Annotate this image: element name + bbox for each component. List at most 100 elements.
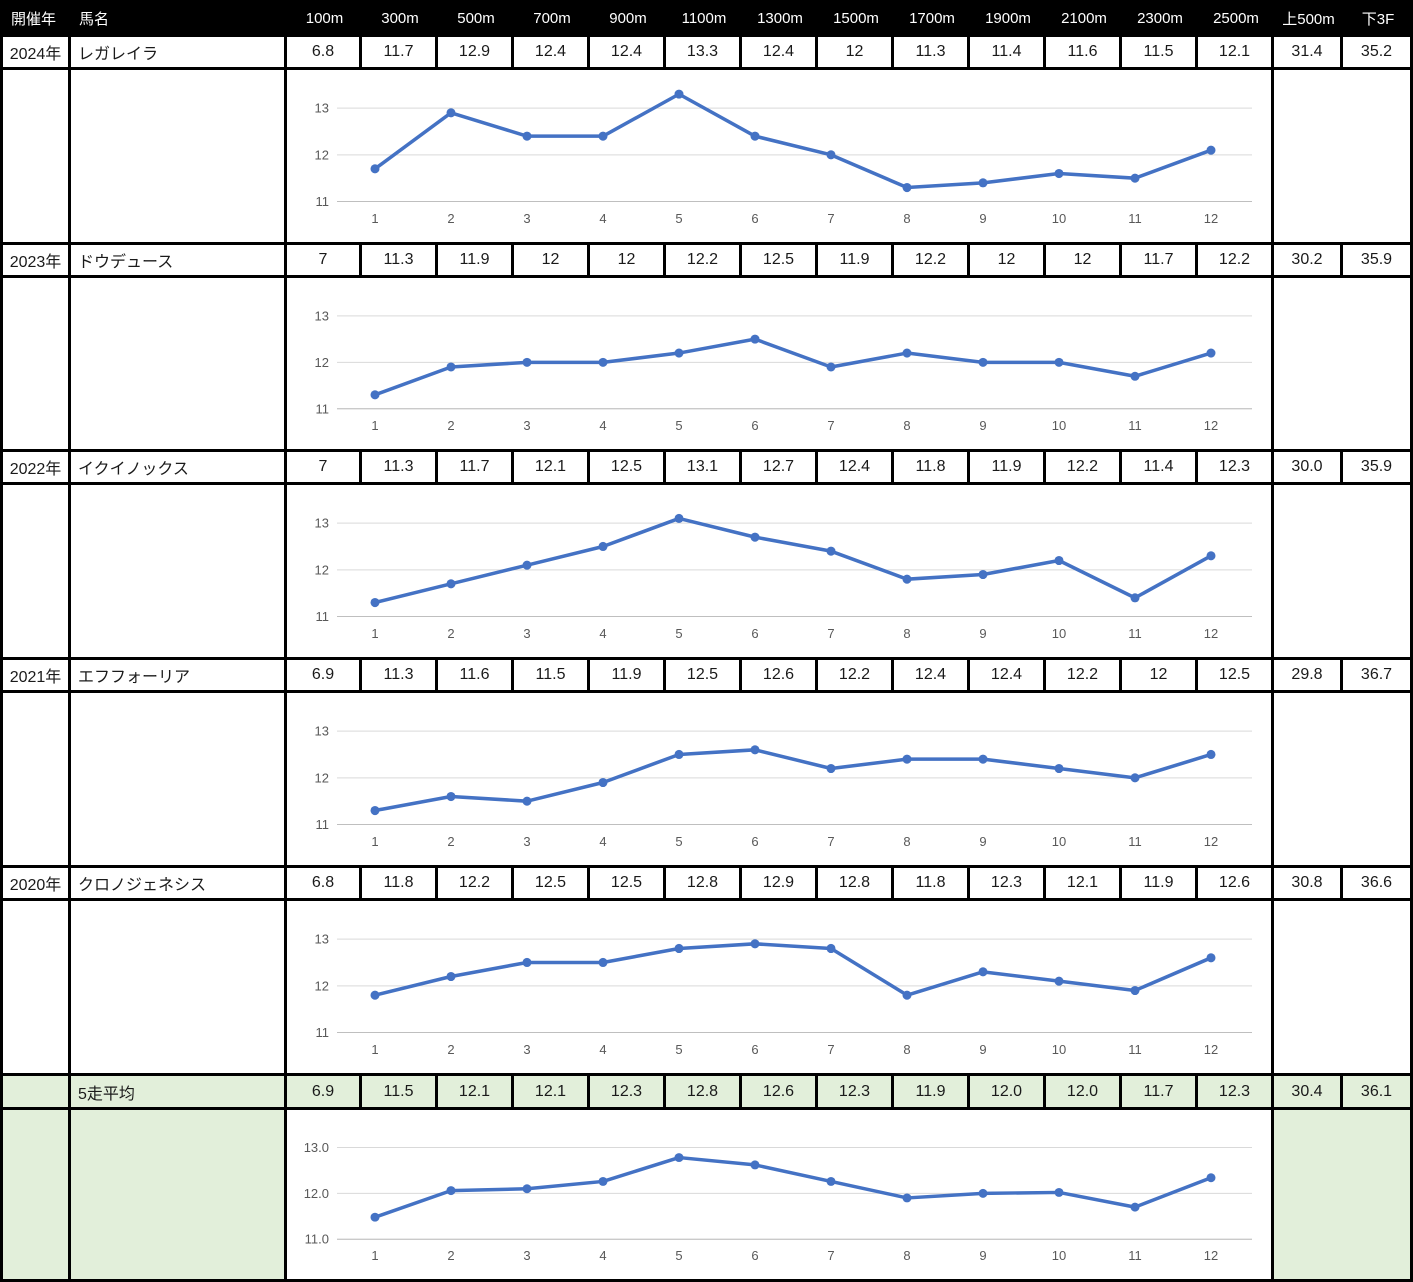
table-row-2020: 2020年 クロノジェネシス 6.8 11.8 12.2 12.5 12.5 12.8 12.9… — [3, 868, 1413, 901]
svg-text:5: 5 — [675, 211, 682, 226]
header-cell-16: 下3F — [1361, 11, 1395, 28]
lap-chart-cell: 11 12 13 1 2 3 4 5 6 7 8 9 10 11 12 — [287, 70, 1274, 245]
svg-text:12: 12 — [1204, 834, 1218, 849]
svg-text:10: 10 — [1052, 211, 1066, 226]
svg-text:12: 12 — [1204, 626, 1218, 641]
lap-cell: 12.2 — [438, 868, 514, 901]
svg-text:12: 12 — [1204, 1248, 1218, 1263]
chart-row-2023: 11 12 13 1 2 3 4 5 6 7 8 9 10 11 12 — [3, 278, 1413, 452]
svg-text:6: 6 — [751, 418, 758, 433]
svg-text:11: 11 — [1128, 1248, 1141, 1263]
lap-cell: 13.1 — [666, 452, 742, 485]
lap-cell: 12.4 — [514, 37, 590, 70]
horse-name-cell: クロノジェネシス — [71, 868, 287, 901]
svg-text:9: 9 — [979, 418, 986, 433]
svg-text:7: 7 — [827, 211, 834, 226]
svg-text:2: 2 — [447, 1042, 454, 1057]
lap-chart-cell: 11.0 12.0 13.0 1 2 3 4 5 6 7 8 9 10 11 12 — [287, 1110, 1274, 1282]
lap-cell: 12.5 — [1198, 660, 1274, 693]
svg-text:6: 6 — [751, 1248, 758, 1263]
lap-cell: 11.3 — [362, 245, 438, 278]
table-row-2024: 2024年 レガレイラ 6.8 11.7 12.9 12.4 12.4 13.3 12.4 12 1… — [3, 37, 1413, 70]
lap-cell: 29.8 — [1274, 660, 1343, 693]
empty-horse-cell — [71, 485, 287, 660]
lap-cell: 7 — [287, 245, 362, 278]
lap-cell: 11.7 — [1122, 245, 1198, 278]
svg-text:10: 10 — [1052, 1248, 1066, 1263]
svg-text:8: 8 — [903, 211, 910, 226]
lap-cell: 11.5 — [514, 660, 590, 693]
svg-text:3: 3 — [523, 1042, 530, 1057]
svg-text:8: 8 — [903, 1042, 910, 1057]
lap-cell: 12.1 — [1046, 868, 1122, 901]
header-cell-2: 100m — [305, 10, 344, 27]
year-cell: 2022年 — [3, 452, 71, 485]
svg-text:9: 9 — [979, 1042, 986, 1057]
table-row-2021: 2021年 エフフォーリア 6.9 11.3 11.6 11.5 11.9 12.5 12.6 1… — [3, 660, 1413, 693]
svg-text:12.0: 12.0 — [304, 1186, 329, 1201]
lap-cell: 11.9 — [970, 452, 1046, 485]
svg-text:13.0: 13.0 — [304, 1140, 329, 1155]
lap-cell: 11.8 — [894, 868, 970, 901]
empty-right-cell — [1274, 485, 1413, 660]
svg-text:11: 11 — [1128, 1042, 1141, 1057]
lap-cell: 11.4 — [1122, 452, 1198, 485]
lap-cell: 7 — [287, 452, 362, 485]
svg-text:11: 11 — [316, 1025, 329, 1040]
lap-cell: 11.6 — [1046, 37, 1122, 70]
empty-horse-cell — [71, 693, 287, 868]
header-cell-15: 上500m — [1282, 11, 1335, 28]
header-cell-5: 700m — [533, 10, 571, 27]
svg-text:10: 10 — [1052, 834, 1066, 849]
lap-cell: 36.6 — [1343, 868, 1413, 901]
header-cell-3: 300m — [381, 10, 419, 27]
empty-horse-cell — [71, 901, 287, 1076]
lap-chart-cell: 11 12 13 1 2 3 4 5 6 7 8 9 10 11 12 — [287, 485, 1274, 660]
header-cell-6: 900m — [609, 10, 647, 27]
header-cell-7: 1100m — [681, 10, 727, 27]
lap-cell: 6.8 — [287, 868, 362, 901]
lap-cell: 11.9 — [1122, 868, 1198, 901]
svg-text:5: 5 — [675, 834, 682, 849]
svg-text:8: 8 — [903, 626, 910, 641]
empty-year-cell — [3, 485, 71, 660]
empty-horse-cell — [71, 70, 287, 245]
lap-cell: 12.1 — [1198, 37, 1274, 70]
lap-cell: 12.2 — [1046, 660, 1122, 693]
lap-cell: 12.4 — [818, 452, 894, 485]
svg-text:3: 3 — [523, 1248, 530, 1263]
lap-cell: 12.2 — [1198, 245, 1274, 278]
svg-text:1: 1 — [371, 626, 378, 641]
header-cell-11: 1900m — [985, 10, 1031, 27]
lap-cell: 12.2 — [818, 660, 894, 693]
lap-cell: 12.5 — [590, 868, 666, 901]
svg-text:3: 3 — [523, 834, 530, 849]
table-row-2023: 2023年 ドウデュース 7 11.3 11.9 12 12 12.2 12.5 11.9 12.2… — [3, 245, 1413, 278]
svg-text:12: 12 — [315, 978, 329, 993]
empty-right-cell — [1274, 693, 1413, 868]
svg-text:1: 1 — [371, 1248, 378, 1263]
svg-text:2: 2 — [447, 211, 454, 226]
lap-cell: 12 — [1122, 660, 1198, 693]
chart-row-2020: 11 12 13 1 2 3 4 5 6 7 8 9 10 11 12 — [3, 901, 1413, 1076]
svg-text:11: 11 — [316, 194, 329, 209]
lap-cell: 12.1 — [438, 1076, 514, 1110]
svg-text:13: 13 — [315, 308, 329, 323]
table-row-2022: 2022年 イクイノックス 7 11.3 11.7 12.1 12.5 13.1 12.7 12.… — [3, 452, 1413, 485]
chart-row-average: 11.0 12.0 13.0 1 2 3 4 5 6 7 8 9 10 11 12 — [3, 1110, 1413, 1282]
lap-cell: 31.4 — [1274, 37, 1343, 70]
lap-cell: 11.4 — [970, 37, 1046, 70]
lap-cell: 11.3 — [362, 452, 438, 485]
svg-text:9: 9 — [979, 834, 986, 849]
lap-cell: 12.1 — [514, 452, 590, 485]
svg-text:11: 11 — [1128, 211, 1141, 226]
empty-right-cell — [1274, 1110, 1413, 1282]
lap-cell: 12.3 — [1198, 452, 1274, 485]
header-cell-9: 1500m — [833, 10, 879, 27]
svg-text:11: 11 — [316, 401, 329, 416]
svg-text:4: 4 — [599, 1042, 606, 1057]
